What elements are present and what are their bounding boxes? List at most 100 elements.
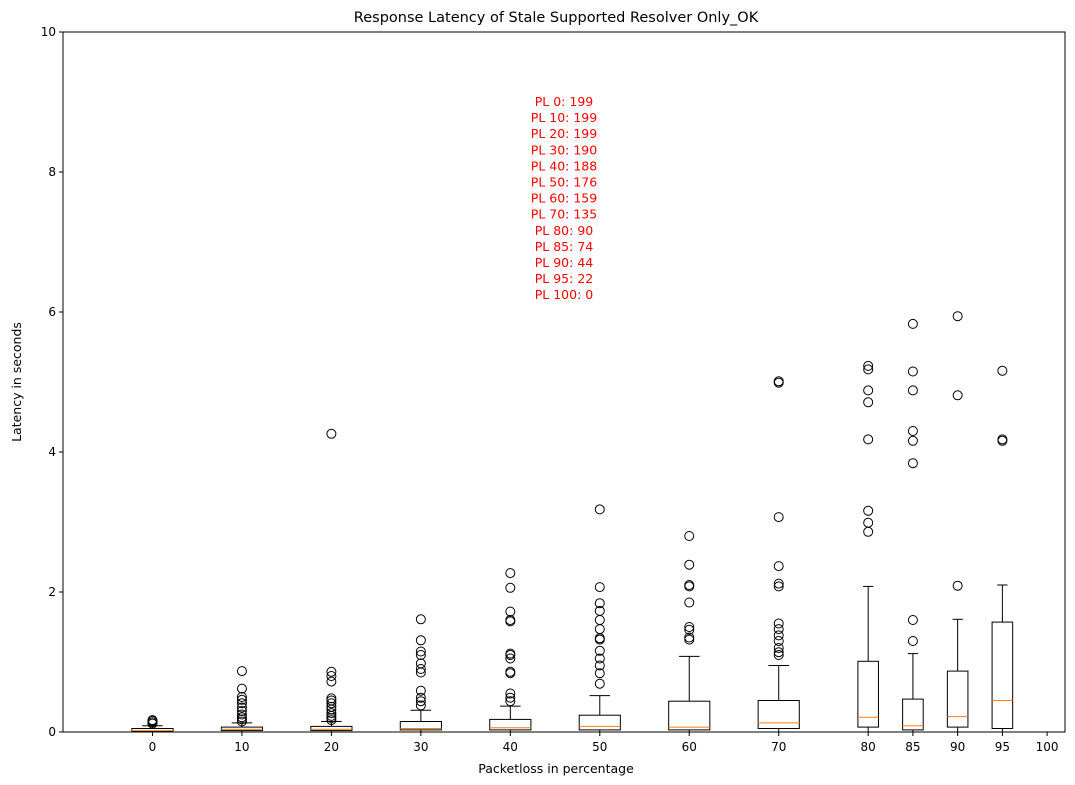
iqr-box bbox=[399, 721, 442, 731]
outlier-point bbox=[236, 706, 247, 716]
outlier-point bbox=[863, 505, 874, 516]
outlier-point bbox=[236, 694, 247, 705]
outlier-point bbox=[326, 693, 337, 704]
count-annotation-line: PL 30: 190 bbox=[531, 142, 597, 157]
outlier-point bbox=[236, 712, 247, 723]
outlier-point bbox=[594, 660, 605, 671]
outlier-point bbox=[773, 650, 784, 660]
outlier-point bbox=[773, 578, 784, 589]
x-tick-label: 50 bbox=[592, 740, 607, 754]
outlier-point bbox=[415, 635, 426, 646]
iqr-box bbox=[668, 700, 711, 731]
outlier-point bbox=[907, 318, 918, 329]
y-axis-label: Latency in seconds bbox=[9, 322, 24, 442]
y-axis-ticks: 0 2 4 6 8 10 bbox=[41, 25, 63, 739]
outlier-point bbox=[505, 648, 516, 659]
box-30 bbox=[399, 614, 442, 733]
outlier-point bbox=[907, 435, 918, 446]
outlier-point bbox=[505, 696, 516, 707]
x-tick-label: 95 bbox=[995, 740, 1010, 754]
outlier-point bbox=[594, 615, 605, 625]
box-80 bbox=[857, 360, 879, 733]
plot-frame bbox=[62, 31, 1066, 733]
outlier-point bbox=[773, 618, 784, 629]
iqr-box bbox=[757, 700, 800, 729]
outlier-point bbox=[236, 666, 247, 677]
outlier-point bbox=[907, 636, 918, 646]
y-tick-label: 10 bbox=[41, 25, 56, 39]
outlier-point bbox=[594, 504, 605, 515]
iqr-box bbox=[857, 660, 879, 728]
outlier-point bbox=[326, 708, 337, 719]
outlier-point bbox=[594, 624, 605, 635]
outlier-point bbox=[773, 630, 784, 641]
outlier-point bbox=[326, 698, 337, 709]
iqr-box bbox=[578, 714, 621, 731]
count-annotation-line: PL 100: 0 bbox=[535, 287, 594, 302]
count-annotation-line: PL 95: 22 bbox=[535, 271, 593, 286]
count-annotation-line: PL 50: 176 bbox=[531, 175, 597, 190]
box-10 bbox=[220, 666, 264, 733]
outlier-point bbox=[863, 364, 874, 375]
outlier-point bbox=[684, 622, 695, 632]
outlier-point bbox=[684, 634, 695, 645]
outlier-point bbox=[773, 643, 784, 653]
outlier-point bbox=[594, 582, 605, 593]
y-tick-label: 0 bbox=[48, 725, 56, 739]
outlier-point bbox=[415, 614, 426, 625]
box-40 bbox=[489, 568, 532, 733]
outlier-point bbox=[773, 636, 784, 646]
outlier-point bbox=[326, 701, 337, 712]
iqr-box bbox=[991, 621, 1014, 729]
x-tick-label: 60 bbox=[682, 740, 697, 754]
outlier-point bbox=[907, 385, 918, 396]
outlier-point bbox=[863, 385, 874, 396]
outlier-point bbox=[863, 526, 874, 537]
outlier-point bbox=[863, 397, 874, 408]
count-annotation-line: PL 10: 199 bbox=[531, 110, 597, 125]
outlier-point bbox=[684, 624, 695, 635]
outlier-point bbox=[415, 696, 426, 707]
outlier-point bbox=[326, 666, 337, 677]
outlier-point bbox=[326, 671, 337, 681]
box-20 bbox=[310, 428, 353, 733]
count-annotation-line: PL 80: 90 bbox=[535, 223, 594, 238]
box-0 bbox=[131, 715, 174, 733]
x-axis-ticks: 0 10 20 30 40 50 60 70 80 85 90 95 100 bbox=[149, 732, 1059, 754]
outlier-point bbox=[326, 676, 337, 687]
outlier-point bbox=[415, 685, 426, 696]
outlier-point bbox=[863, 517, 874, 528]
x-tick-label: 30 bbox=[413, 740, 428, 754]
outlier-point bbox=[907, 426, 918, 436]
count-annotation-line: PL 60: 159 bbox=[531, 191, 597, 206]
outlier-point bbox=[594, 668, 605, 679]
count-annotation-line: PL 20: 199 bbox=[531, 126, 597, 141]
x-axis-label: Packetloss in percentage bbox=[478, 761, 634, 776]
outlier-point bbox=[505, 666, 516, 677]
outlier-point bbox=[505, 688, 516, 699]
count-annotation-line: PL 85: 74 bbox=[535, 239, 594, 254]
outlier-point bbox=[863, 434, 874, 445]
outlier-point bbox=[773, 624, 784, 635]
outlier-point bbox=[773, 376, 784, 387]
outlier-point bbox=[147, 715, 158, 726]
x-tick-label: 70 bbox=[771, 740, 786, 754]
outlier-point bbox=[236, 702, 247, 713]
outlier-point bbox=[863, 360, 874, 371]
box-60 bbox=[668, 531, 711, 733]
count-annotation-line: PL 70: 135 bbox=[531, 207, 597, 222]
outlier-point bbox=[326, 428, 337, 439]
box-90 bbox=[946, 311, 969, 733]
outlier-point bbox=[594, 678, 605, 689]
plot-area bbox=[131, 311, 1014, 733]
x-tick-label: 40 bbox=[503, 740, 518, 754]
x-tick-label: 85 bbox=[905, 740, 920, 754]
box-50 bbox=[578, 504, 621, 733]
outlier-point bbox=[505, 615, 516, 625]
count-annotation-line: PL 0: 199 bbox=[535, 94, 594, 109]
iqr-box bbox=[489, 718, 532, 731]
outlier-point bbox=[773, 561, 784, 572]
outlier-point bbox=[773, 647, 784, 658]
